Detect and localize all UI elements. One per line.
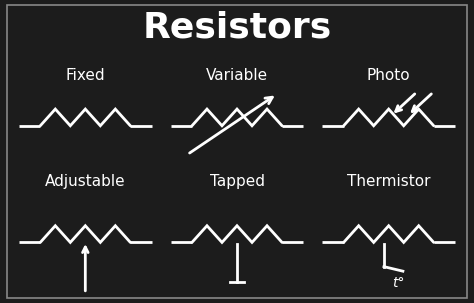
Text: Adjustable: Adjustable	[45, 174, 126, 189]
Text: t°: t°	[392, 276, 404, 290]
Text: Variable: Variable	[206, 68, 268, 83]
Text: Photo: Photo	[367, 68, 410, 83]
Text: Resistors: Resistors	[142, 10, 332, 44]
Text: Fixed: Fixed	[65, 68, 105, 83]
Text: Thermistor: Thermistor	[347, 174, 430, 189]
Text: Tapped: Tapped	[210, 174, 264, 189]
